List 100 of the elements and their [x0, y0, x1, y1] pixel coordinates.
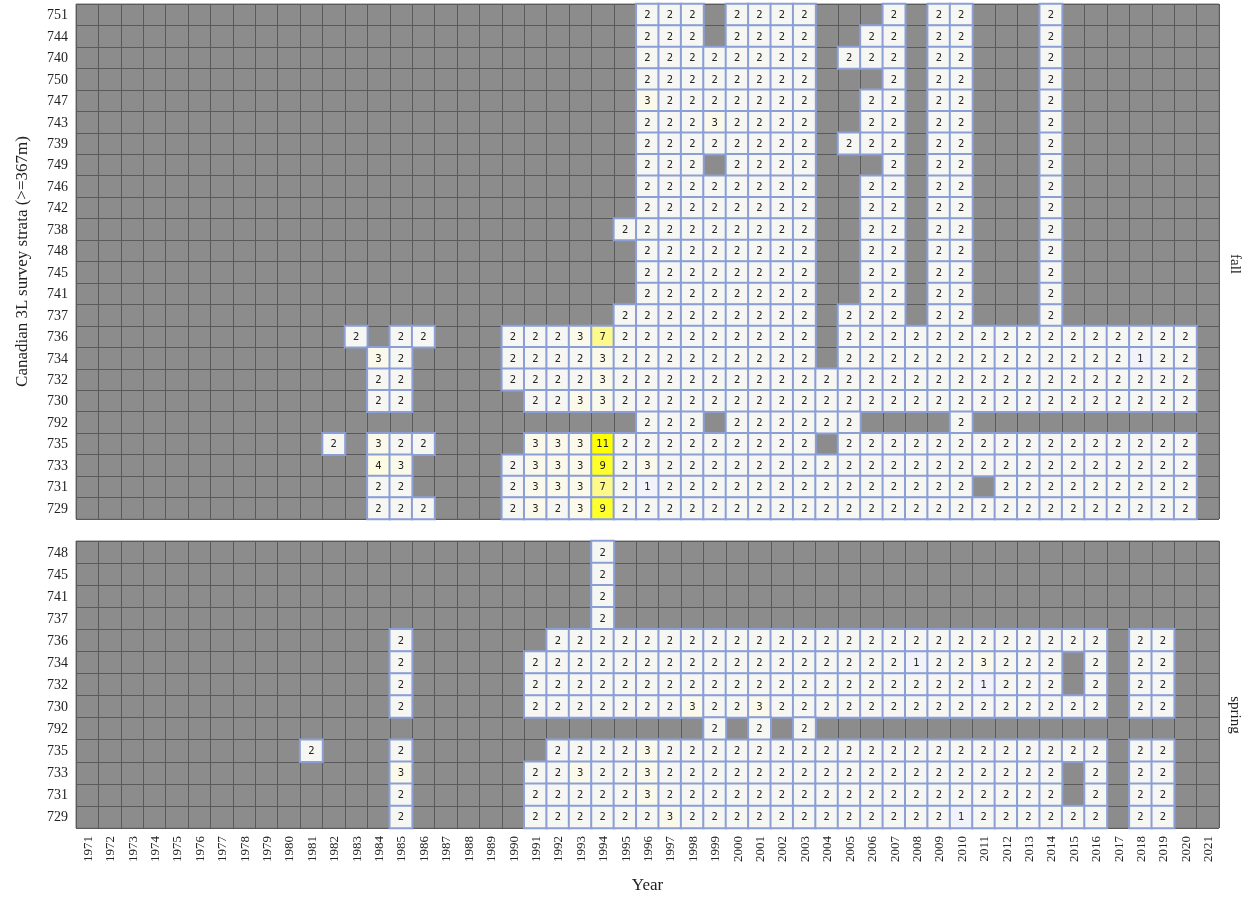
data-label: 2 — [958, 95, 965, 107]
data-label: 2 — [1114, 459, 1122, 471]
data-label: 2 — [1047, 481, 1055, 493]
data-label: 2 — [1092, 502, 1099, 514]
data-label: 2 — [1047, 679, 1055, 690]
data-label: 2 — [1092, 481, 1099, 493]
data-label: 2 — [958, 245, 965, 257]
data-label: 2 — [958, 9, 965, 21]
data-label: 2 — [756, 73, 763, 85]
data-label: 2 — [1137, 374, 1144, 386]
data-label: 4 — [375, 459, 382, 471]
data-label: 2 — [1137, 459, 1144, 471]
data-label: 2 — [599, 546, 606, 558]
data-label: 2 — [644, 352, 651, 364]
data-label: 2 — [1025, 374, 1032, 386]
data-label: 2 — [935, 634, 943, 646]
data-label: 2 — [958, 374, 965, 386]
data-label: 2 — [890, 374, 898, 386]
data-label: 2 — [577, 374, 584, 386]
data-label: 2 — [1159, 352, 1167, 364]
data-label: 2 — [1137, 656, 1144, 668]
data-label: 2 — [711, 288, 718, 300]
data-label: 9 — [599, 502, 606, 514]
data-label: 2 — [935, 137, 943, 149]
data-label: 1 — [1137, 352, 1144, 364]
data-label: 2 — [823, 634, 830, 646]
data-label: 2 — [644, 502, 651, 514]
data-label: 2 — [733, 266, 741, 278]
data-label: 2 — [1047, 395, 1055, 407]
data-label: 2 — [689, 288, 696, 300]
data-label: 2 — [733, 202, 741, 214]
data-label: 2 — [554, 701, 562, 713]
data-label: 2 — [801, 180, 808, 192]
y-tick-label: 734 — [47, 654, 68, 670]
data-label: 2 — [778, 309, 786, 321]
data-label: 2 — [621, 331, 629, 343]
data-label: 3 — [397, 459, 405, 471]
data-label: 3 — [375, 352, 382, 364]
data-label: 2 — [1047, 73, 1055, 85]
data-label: 2 — [890, 180, 898, 192]
data-label: 2 — [1159, 811, 1167, 823]
data-label: 2 — [733, 137, 741, 149]
data-label: 2 — [1025, 438, 1032, 450]
x-tick-label: 2018 — [1133, 836, 1149, 862]
data-label: 2 — [778, 416, 786, 428]
data-label: 2 — [1047, 9, 1055, 21]
data-label: 2 — [778, 395, 786, 407]
data-label: 2 — [509, 352, 517, 364]
data-label: 2 — [801, 789, 808, 801]
data-label: 2 — [1002, 395, 1010, 407]
data-label: 2 — [689, 223, 696, 235]
data-label: 2 — [420, 331, 427, 343]
data-label: 2 — [958, 679, 965, 690]
data-label: 3 — [577, 395, 584, 407]
data-label: 2 — [756, 52, 763, 64]
data-label: 2 — [868, 789, 875, 801]
data-label: 2 — [935, 701, 943, 713]
data-label: 2 — [958, 52, 965, 64]
x-tick-label: 1987 — [438, 835, 454, 862]
data-label: 2 — [689, 9, 696, 21]
data-label: 2 — [1047, 331, 1055, 343]
data-label: 7 — [599, 331, 606, 343]
data-label: 2 — [733, 459, 741, 471]
data-label: 2 — [1002, 459, 1010, 471]
data-label: 2 — [846, 811, 853, 823]
data-label: 2 — [846, 634, 853, 646]
data-label: 2 — [1092, 789, 1099, 801]
data-label: 2 — [1159, 502, 1167, 514]
data-label: 2 — [689, 767, 696, 779]
data-label: 2 — [913, 459, 920, 471]
data-label: 2 — [689, 159, 696, 171]
data-label: 2 — [599, 789, 606, 801]
data-label: 2 — [1025, 634, 1032, 646]
data-label: 2 — [689, 811, 696, 823]
data-label: 2 — [509, 459, 517, 471]
data-label: 2 — [599, 612, 606, 624]
x-tick-label: 1983 — [348, 836, 364, 862]
data-label: 2 — [935, 202, 943, 214]
data-label: 2 — [980, 352, 987, 364]
data-label: 2 — [644, 438, 651, 450]
y-tick-label: 731 — [47, 479, 68, 495]
data-label: 2 — [1002, 656, 1010, 668]
data-label: 2 — [532, 701, 539, 713]
data-label: 2 — [801, 30, 808, 42]
data-label: 2 — [935, 352, 943, 364]
data-label: 2 — [599, 701, 606, 713]
data-label: 2 — [868, 701, 875, 713]
data-label: 2 — [644, 202, 651, 214]
data-label: 2 — [1182, 438, 1189, 450]
data-label: 2 — [890, 202, 898, 214]
data-label: 2 — [621, 459, 629, 471]
data-label: 2 — [778, 52, 786, 64]
y-tick-label: 742 — [47, 200, 68, 216]
data-label: 2 — [666, 331, 674, 343]
data-label: 2 — [644, 288, 651, 300]
x-tick-label: 1986 — [415, 835, 431, 862]
data-label: 2 — [532, 352, 539, 364]
data-label: 2 — [868, 245, 875, 257]
data-label: 3 — [532, 481, 539, 493]
data-label: 2 — [890, 159, 898, 171]
